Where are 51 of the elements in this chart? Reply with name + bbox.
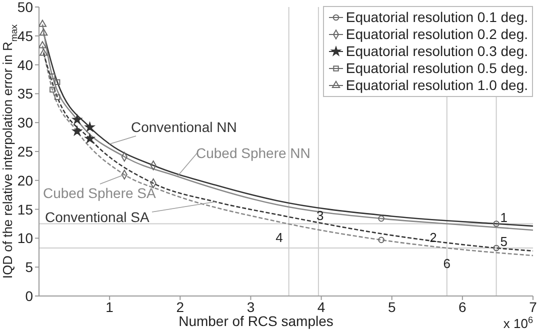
- legend-label: Equatorial resolution 0.1 deg.: [346, 9, 528, 26]
- y-tick-label: 30: [17, 114, 34, 131]
- y-tick-label: 20: [17, 172, 34, 188]
- x-tick-label: 3: [246, 298, 255, 315]
- point: [50, 86, 56, 92]
- point: [40, 48, 48, 56]
- y-tick-label: 25: [17, 143, 34, 160]
- point: [54, 79, 60, 85]
- annotation: 1: [500, 210, 508, 225]
- point: [39, 20, 47, 27]
- text: x 10$^{6}$: [503, 315, 533, 331]
- x-tick-label: 6: [458, 298, 467, 315]
- annotation: 4: [276, 230, 283, 245]
- series-label: Cubed Sphere NN: [196, 145, 310, 161]
- y-tick-label: 10: [17, 230, 34, 246]
- annotation: 2: [430, 230, 437, 245]
- annotation: 6: [443, 256, 451, 272]
- series-label: Conventional SA: [45, 209, 150, 225]
- point: [54, 94, 60, 100]
- point: [50, 74, 56, 80]
- y-tick-label: 50: [17, 0, 34, 15]
- x-axis-title: Number of RCS samples: [178, 313, 334, 329]
- y-tick-label: 5: [25, 259, 34, 276]
- legend-label: Equatorial resolution 0.5 deg.: [346, 60, 528, 77]
- point: [85, 122, 95, 132]
- annotation: 3: [316, 208, 324, 223]
- point: [85, 134, 95, 143]
- point: [493, 244, 500, 252]
- point: [40, 28, 48, 36]
- series-label: Conventional NN: [131, 119, 237, 135]
- y-tick-label: 0: [25, 288, 34, 304]
- point: [493, 220, 500, 227]
- series-label: Cubed Sphere SA: [43, 185, 157, 201]
- y-tick-label: 45: [17, 28, 34, 44]
- point: [72, 126, 82, 136]
- x-tick-label: 1: [106, 298, 114, 315]
- point: [72, 114, 82, 124]
- annotation: 5: [500, 234, 508, 250]
- y-tick-label: 15: [17, 201, 34, 218]
- x-tick-label: 2: [176, 298, 184, 315]
- legend-label: Equatorial resolution 0.2 deg.: [346, 26, 528, 43]
- x-tick-label: 5: [388, 298, 396, 315]
- point: [378, 215, 384, 222]
- point: [378, 236, 384, 244]
- x-tick-label: 7: [529, 298, 538, 315]
- x-tick-label: 4: [317, 298, 326, 315]
- y-tick-label: 35: [17, 86, 34, 102]
- legend-label: Equatorial resolution 1.0 deg.: [346, 77, 528, 94]
- point: [39, 41, 47, 48]
- legend-label: Equatorial resolution 0.3 deg.: [346, 43, 528, 60]
- y-tick-label: 40: [17, 56, 34, 73]
